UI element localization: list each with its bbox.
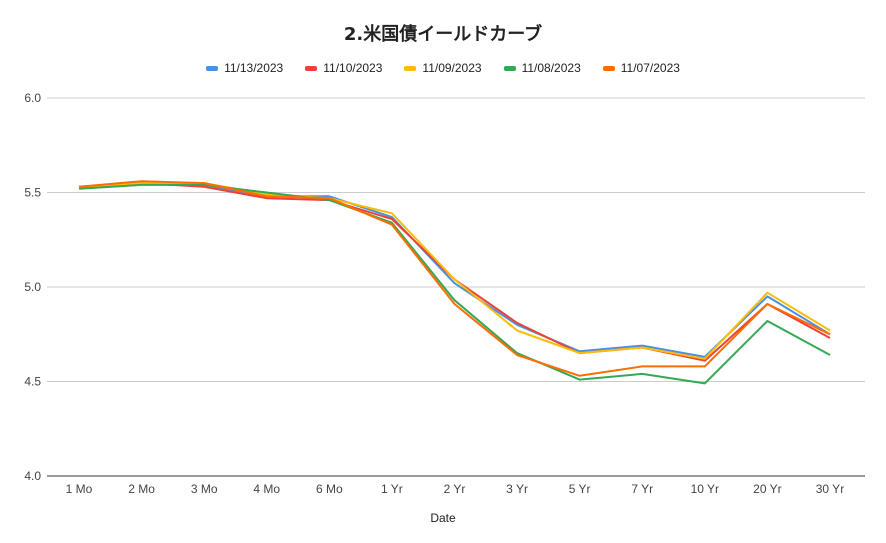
- legend-swatch-0: [206, 65, 219, 71]
- x-tick-label: 10 Yr: [691, 482, 719, 496]
- x-tick-label: 1 Mo: [66, 482, 93, 496]
- legend-label-1: 11/10/2023: [323, 61, 383, 75]
- chart-title: 2.米国債イールドカーブ: [343, 24, 543, 45]
- legend-label-3: 11/08/2023: [521, 61, 581, 75]
- x-axis-label: Date: [430, 511, 456, 525]
- x-tick-label: 5 Yr: [569, 482, 591, 496]
- x-tick-label: 4 Mo: [253, 482, 280, 496]
- legend-swatch-3: [503, 65, 516, 71]
- legend-swatch-4: [602, 65, 615, 71]
- legend-item-series-1[interactable]: 11/10/2023: [305, 61, 382, 75]
- x-tick-label: 20 Yr: [753, 482, 781, 496]
- legend-item-series-0[interactable]: 11/13/2023: [206, 61, 283, 75]
- legend-swatch-1: [305, 65, 318, 71]
- grid-lines: [47, 97, 865, 477]
- legend-label-4: 11/07/2023: [620, 61, 680, 75]
- y-tick-label: 5.5: [24, 186, 41, 200]
- series-line-1[interactable]: [78, 182, 831, 362]
- x-tick-label: 2 Mo: [128, 482, 155, 496]
- x-tick-label: 3 Mo: [191, 482, 218, 496]
- y-tick-label: 4.5: [24, 375, 41, 389]
- y-tick-label: 6.0: [24, 91, 41, 105]
- legend-label-0: 11/13/2023: [224, 61, 284, 75]
- series-line-4[interactable]: [78, 180, 831, 377]
- series-line-2[interactable]: [78, 182, 831, 360]
- x-tick-label: 6 Mo: [316, 482, 343, 496]
- legend-item-series-2[interactable]: 11/09/2023: [404, 61, 482, 75]
- y-tick-label: 5.0: [24, 280, 41, 294]
- y-tick-label: 4.0: [24, 469, 41, 483]
- chart-legend: 11/13/2023 11/10/2023 11/09/2023 11/08/2…: [0, 61, 886, 75]
- series-line-3[interactable]: [78, 183, 831, 385]
- series-lines: [78, 180, 831, 385]
- x-tick-label: 3 Yr: [506, 482, 528, 496]
- x-tick-label: 30 Yr: [816, 482, 844, 496]
- x-tick-label: 1 Yr: [381, 482, 403, 496]
- x-axis-tick-labels: 1 Mo 2 Mo 3 Mo 4 Mo 6 Mo 1 Yr 2 Yr 3 Yr 5 Yr 7 Yr…: [66, 482, 845, 496]
- x-tick-label: 2 Yr: [444, 482, 466, 496]
- series-line-0[interactable]: [78, 182, 831, 358]
- legend-item-series-4[interactable]: 11/07/2023: [602, 61, 680, 75]
- legend-item-series-3[interactable]: 11/08/2023: [503, 61, 581, 75]
- legend-swatch-2: [404, 65, 417, 71]
- legend-label-2: 11/09/2023: [422, 61, 482, 75]
- x-tick-label: 7 Yr: [631, 482, 653, 496]
- y-axis-tick-labels: 4.0 4.5 5.0 5.5 6.0: [24, 91, 41, 483]
